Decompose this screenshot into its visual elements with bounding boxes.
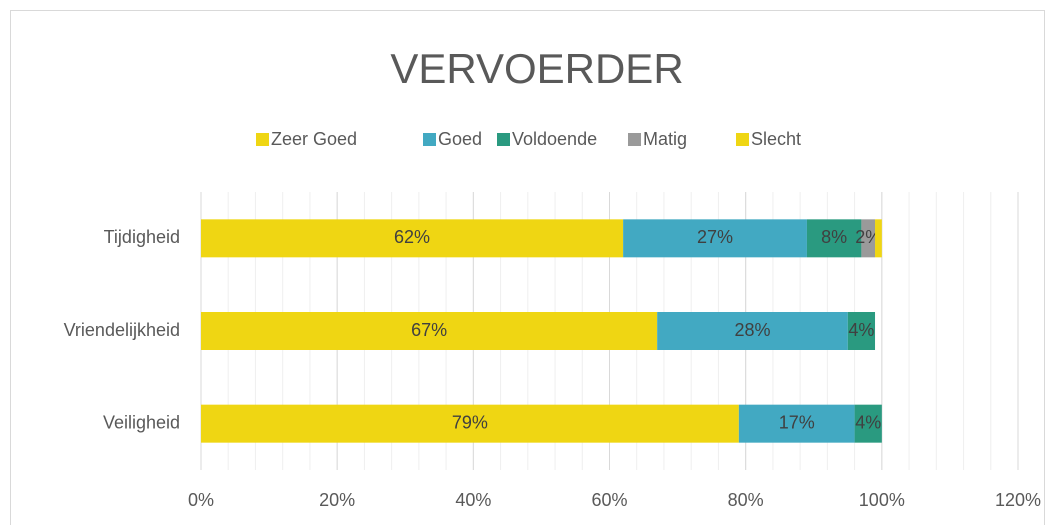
data-label: 27%	[697, 227, 733, 247]
y-tick-label: Vriendelijkheid	[64, 320, 180, 340]
bar-segment	[657, 312, 848, 350]
bar-segment	[806, 219, 862, 258]
bar-segment	[201, 219, 624, 258]
y-tick-label: Veiligheid	[103, 412, 180, 432]
legend-swatch	[256, 133, 269, 146]
x-tick-label: 60%	[591, 490, 627, 510]
bar-segment	[201, 404, 739, 443]
data-label: 62%	[394, 227, 430, 247]
data-label: 4%	[848, 320, 874, 340]
legend-swatch	[423, 133, 436, 146]
x-tick-label: 0%	[188, 490, 214, 510]
legend-label: Voldoende	[512, 129, 597, 149]
data-label: 28%	[734, 320, 770, 340]
bar-segment	[861, 219, 876, 258]
data-label: 4%	[855, 412, 881, 432]
x-tick-label: 40%	[455, 490, 491, 510]
x-tick-label: 120%	[995, 490, 1041, 510]
data-label: 2%	[855, 227, 881, 247]
bar-segment	[738, 404, 855, 443]
data-label: 17%	[779, 412, 815, 432]
legend-label: Slecht	[751, 129, 801, 149]
bar-segment	[847, 312, 876, 350]
bar-segment	[854, 404, 882, 443]
data-label: 79%	[452, 412, 488, 432]
legend-swatch	[497, 133, 510, 146]
bar-segment	[201, 312, 658, 350]
bar-segment	[623, 219, 807, 258]
x-tick-label: 100%	[859, 490, 905, 510]
data-label: 67%	[411, 320, 447, 340]
x-tick-label: 20%	[319, 490, 355, 510]
legend-label: Goed	[438, 129, 482, 149]
x-tick-label: 80%	[728, 490, 764, 510]
legend-label: Zeer Goed	[271, 129, 357, 149]
bar-segment	[875, 219, 882, 258]
data-label: 8%	[821, 227, 847, 247]
legend-label: Matig	[643, 129, 687, 149]
y-tick-label: Tijdigheid	[104, 227, 180, 247]
legend-swatch	[736, 133, 749, 146]
legend-swatch	[628, 133, 641, 146]
chart-title: VERVOERDER	[390, 45, 683, 92]
